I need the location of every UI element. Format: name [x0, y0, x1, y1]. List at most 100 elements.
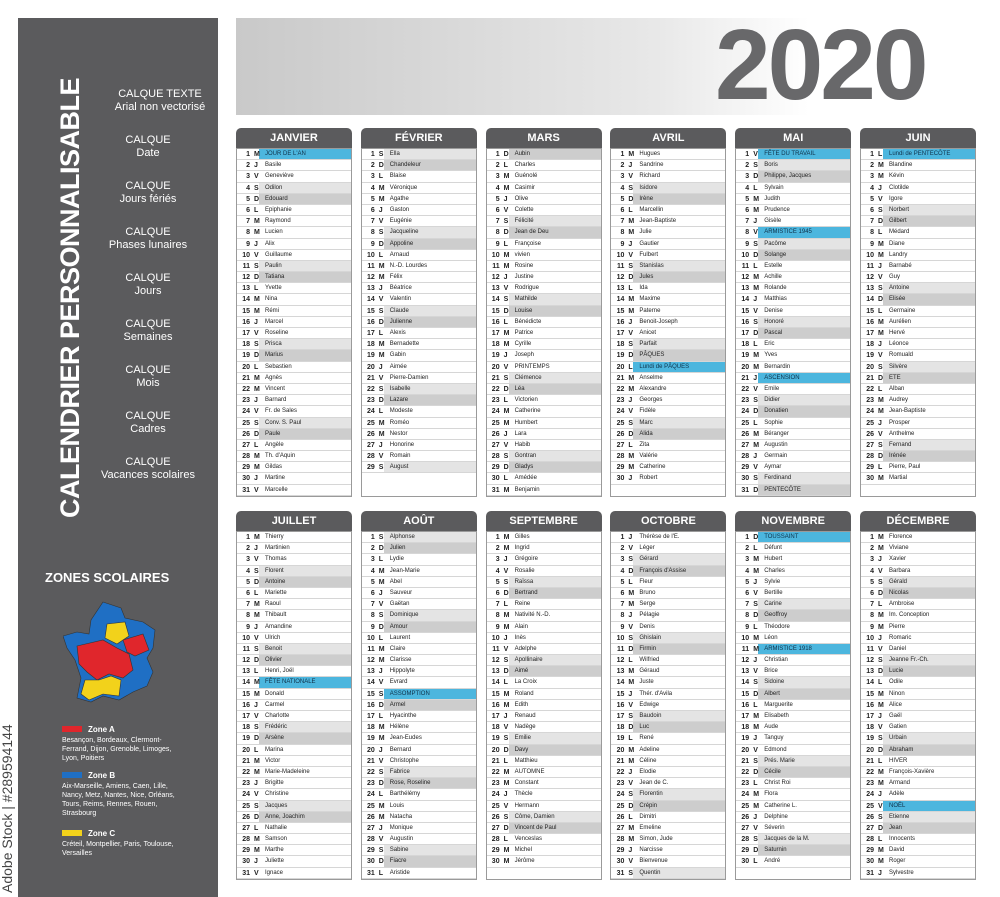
weekday: M [254, 374, 260, 382]
saint-name: Diane [889, 240, 905, 247]
day-shade [883, 204, 975, 216]
weekday: D [378, 780, 384, 788]
saint-name: Edwige [639, 701, 660, 708]
day-number: 21 [242, 757, 250, 765]
day-number: 7 [745, 601, 750, 609]
day-row: 11 S Benoit [237, 643, 351, 656]
day-row: 13 M Rolande [736, 283, 851, 295]
weekday: J [378, 668, 383, 676]
weekday: D [878, 746, 884, 754]
day-number: 7 [246, 218, 250, 226]
weekday: S [753, 601, 758, 609]
weekday: V [628, 780, 634, 788]
saint-name: Thierry [265, 534, 284, 540]
weekday: V [878, 567, 883, 575]
saint-name: Benoit [265, 645, 283, 652]
weekday: D [628, 724, 634, 732]
saint-name: Basile [265, 162, 282, 169]
day-row: 30 D Fiacre [361, 856, 476, 868]
weekday: V [753, 589, 758, 597]
day-number: 25 [741, 802, 750, 810]
saint-name: Prudence [764, 206, 790, 213]
day-number: 3 [495, 173, 500, 181]
weekday: J [503, 556, 508, 564]
day-row: 14 V Valentin [361, 294, 476, 306]
day-number: 5 [870, 195, 874, 203]
weekday: D [878, 589, 884, 597]
day-number: 13 [741, 285, 750, 293]
day-row: 28 M Samson [237, 834, 351, 846]
day-row: 16 J Benoit-Joseph [611, 317, 726, 328]
day-shade [259, 272, 351, 283]
weekday: S [753, 836, 758, 844]
month-days: 1 V FÊTE DU TRAVAIL 2 S Boris 3 D Philippe, Jacq… [735, 148, 852, 498]
weekday: V [628, 330, 634, 337]
weekday: L [628, 363, 633, 371]
day-row: 1 M Thierry [237, 532, 351, 544]
weekday: L [628, 813, 633, 821]
day-row: 13 L Henri, Joël [237, 666, 351, 678]
day-number: 30 [741, 475, 750, 483]
saint-name: Delphine [764, 813, 788, 820]
saint-name: Séverin [764, 824, 785, 831]
saint-name: Irène [639, 195, 654, 202]
weekday: M [254, 836, 260, 844]
saint-name: ARMISTICE 1918 [764, 645, 812, 652]
weekday: S [378, 612, 384, 620]
day-row: 29 M Catherine [611, 462, 726, 474]
saint-name: Gisèle [764, 218, 782, 225]
day-shade [383, 227, 476, 238]
day-number: 8 [370, 229, 375, 237]
saint-name: Boris [764, 162, 778, 169]
weekday: V [753, 229, 758, 237]
weekday: L [503, 318, 508, 326]
day-row: 9 M Alain [486, 622, 601, 633]
day-number: 6 [745, 206, 750, 214]
day-number: 19 [491, 352, 500, 360]
day-number: 16 [616, 318, 625, 326]
weekday: J [254, 545, 258, 553]
day-row: 29 S August [361, 462, 476, 474]
day-number: 20 [741, 746, 750, 754]
day-number: 20 [242, 363, 250, 371]
weekday: M [753, 634, 760, 642]
day-shade [383, 383, 476, 395]
day-row: 13 J Béatrice [361, 283, 476, 295]
day-row: 11 S Stanislas [611, 260, 726, 273]
weekday: D [254, 813, 260, 821]
saint-name: Elisée [889, 296, 906, 303]
day-number: 14 [367, 296, 375, 304]
day-number: 10 [491, 251, 500, 259]
day-number: 27 [616, 824, 625, 832]
saint-name: Mariette [265, 589, 287, 596]
saint-name: Clémence [514, 374, 542, 381]
weekday: M [753, 206, 760, 214]
day-number: 20 [616, 363, 625, 371]
day-number: 11 [367, 262, 375, 270]
saint-name: Lucie [889, 668, 904, 675]
day-number: 17 [242, 713, 250, 720]
day-number: 29 [242, 847, 250, 855]
weekday: S [254, 262, 259, 270]
saint-name: Hyacinthe [389, 713, 417, 719]
weekday: J [378, 746, 383, 754]
day-number: 25 [242, 802, 250, 810]
month-days: 1 M Thierry 2 J Martinien 3 V Thomas 4 S Florent 5 D A… [236, 531, 352, 881]
day-row: 26 D Alida [611, 428, 726, 440]
saint-name: Gérard [639, 556, 659, 563]
day-number: 18 [866, 724, 874, 732]
day-number: 21 [491, 374, 500, 382]
month-days: 1 D TOUSSAINT 2 L Défunt 3 M Hubert 4 M Charles 5 J Sy… [735, 531, 852, 881]
day-number: 15 [616, 690, 625, 698]
day-row: 7 V Eugénie [361, 216, 476, 228]
weekday: J [254, 701, 258, 709]
day-row: 17 L Alexis [361, 328, 476, 340]
day-shade [259, 733, 351, 744]
day-row: 7 L Reine [486, 599, 601, 611]
day-row: 4 S Florent [237, 565, 351, 577]
day-shade [758, 599, 851, 610]
weekday: M [503, 623, 510, 631]
day-row: 7 M Raoul [237, 599, 351, 611]
weekday: M [628, 464, 635, 472]
weekday: M [503, 341, 510, 349]
